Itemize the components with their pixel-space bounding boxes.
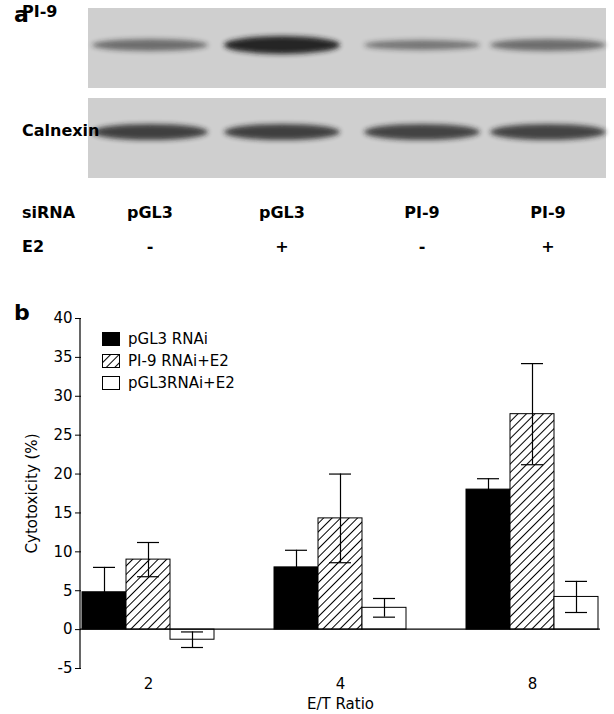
svg-text:-: - — [147, 237, 154, 256]
svg-text:+: + — [275, 237, 288, 256]
svg-text:E/T Ratio: E/T Ratio — [307, 695, 374, 713]
svg-text:30: 30 — [53, 387, 72, 405]
svg-text:pGL3: pGL3 — [259, 203, 305, 222]
svg-text:0: 0 — [63, 620, 73, 638]
svg-text:20: 20 — [53, 465, 72, 483]
svg-text:25: 25 — [53, 426, 72, 444]
svg-text:-5: -5 — [58, 659, 73, 677]
svg-text:PI-9: PI-9 — [530, 203, 565, 222]
svg-text:Cytotoxicity (%): Cytotoxicity (%) — [23, 434, 41, 554]
svg-text:PI-9: PI-9 — [404, 203, 439, 222]
svg-text:E2: E2 — [22, 237, 44, 256]
svg-text:2: 2 — [144, 675, 154, 693]
svg-text:+: + — [541, 237, 554, 256]
svg-text:15: 15 — [53, 504, 72, 522]
svg-text:4: 4 — [336, 675, 346, 693]
svg-text:5: 5 — [63, 582, 73, 600]
svg-text:10: 10 — [53, 543, 72, 561]
svg-text:35: 35 — [53, 348, 72, 366]
svg-text:siRNA: siRNA — [22, 203, 76, 222]
svg-text:pGL3: pGL3 — [127, 203, 173, 222]
svg-text:-: - — [419, 237, 426, 256]
svg-text:PI-9: PI-9 — [22, 2, 57, 21]
svg-text:8: 8 — [528, 675, 538, 693]
svg-text:Calnexin: Calnexin — [22, 121, 99, 140]
svg-text:40: 40 — [53, 309, 72, 327]
